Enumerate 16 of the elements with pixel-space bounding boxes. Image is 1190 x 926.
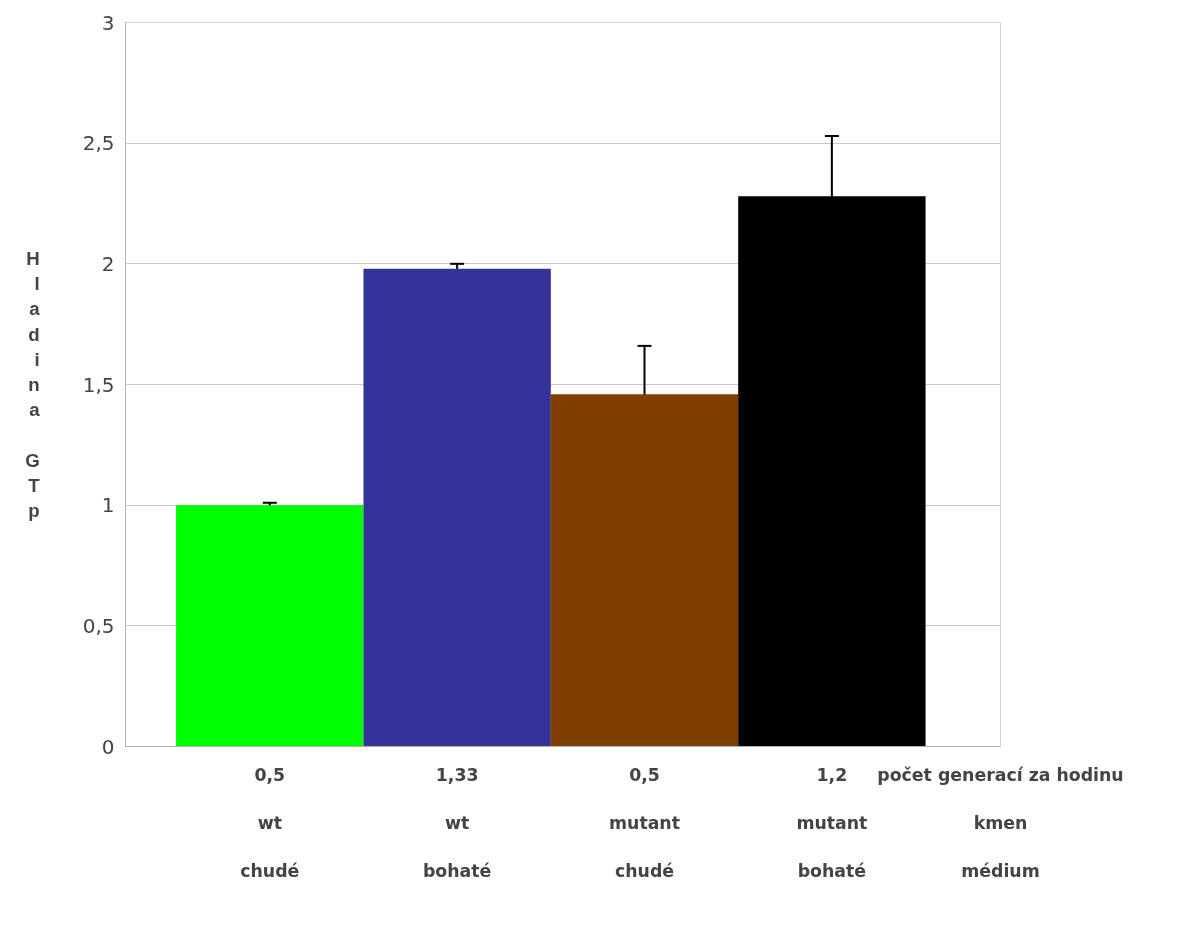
y-tick-label: 1 [101, 493, 115, 518]
bar [363, 268, 551, 747]
y-tick-label: 1,5 [82, 372, 115, 397]
text: počet generací za hodinu kmen médium [877, 764, 1124, 881]
bar [176, 505, 364, 747]
category-label: 1,33 wt bohaté [422, 764, 492, 881]
text: Hladina GTp [25, 248, 40, 521]
category-label: 0,5 wt chudé [240, 764, 300, 881]
y-tick-label: 3 [101, 10, 115, 35]
y-tick-label: 2 [101, 251, 115, 276]
y-tick-label: 2,5 [82, 131, 115, 156]
y-tick-label: 0 [101, 734, 115, 759]
y-tick-label: 0,5 [82, 613, 115, 638]
category-label: 0,5 mutant chudé [609, 764, 681, 881]
category-label: 1,2 mutant bohaté [796, 764, 868, 881]
bar [550, 394, 739, 747]
